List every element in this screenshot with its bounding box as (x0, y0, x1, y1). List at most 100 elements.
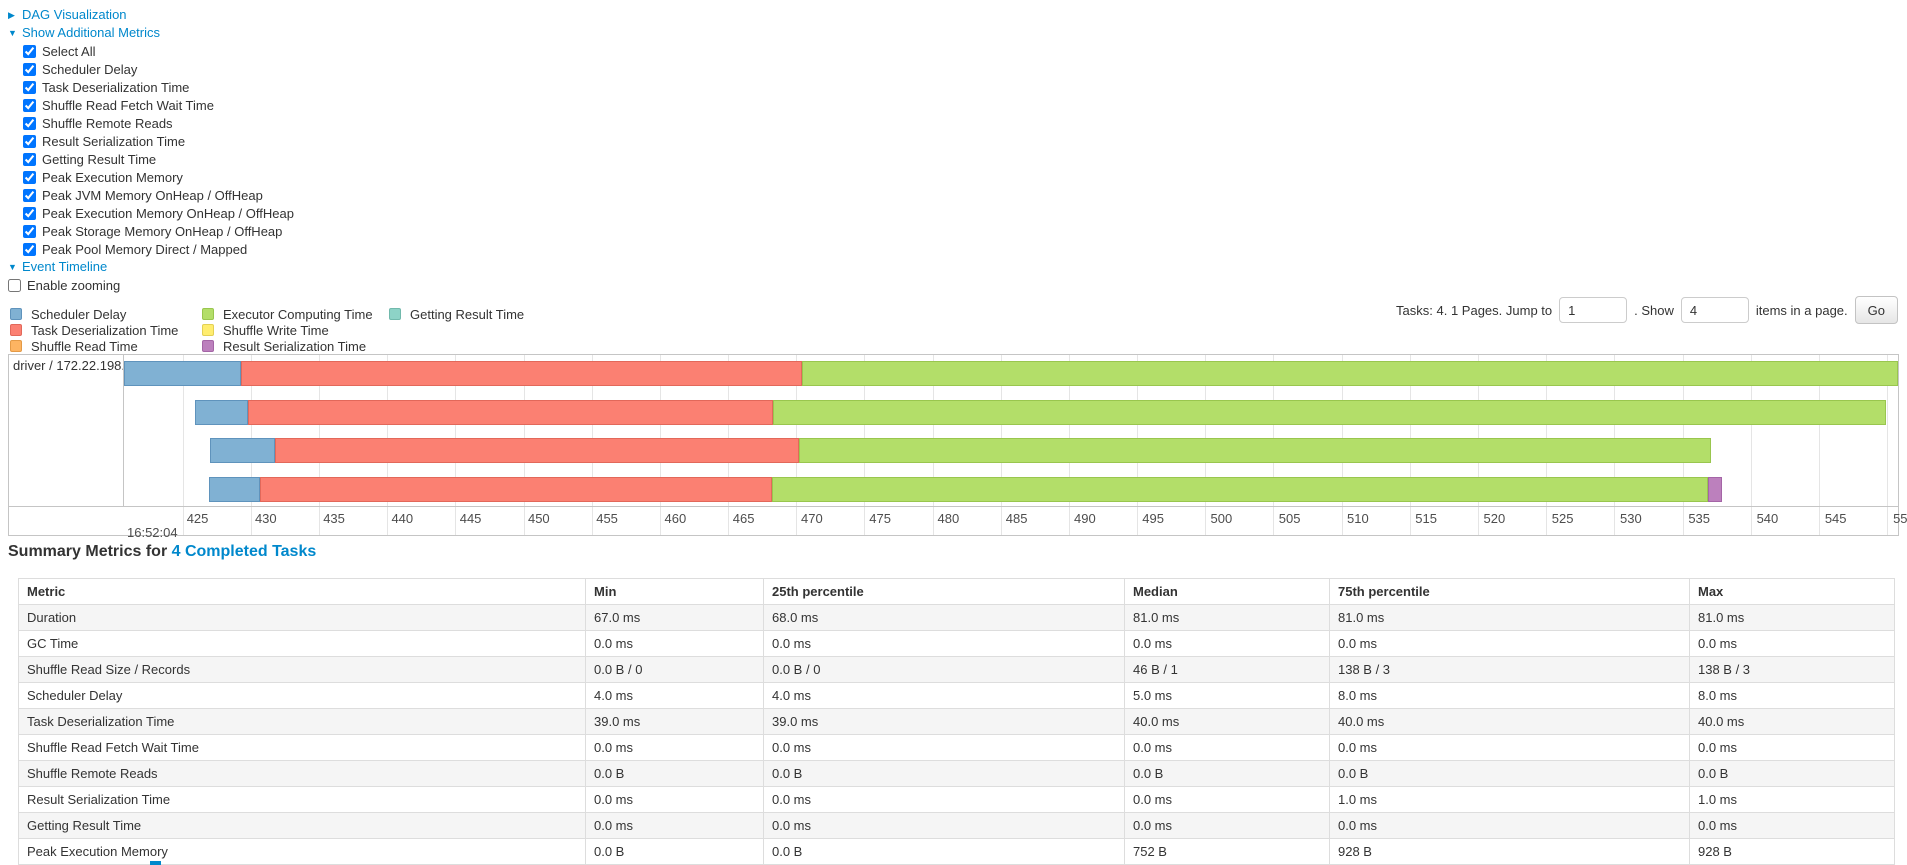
task-bar-segment-scheduler[interactable] (208, 477, 261, 503)
legend-item: Shuffle Read Time (10, 338, 202, 354)
summary-value-cell: 138 B / 3 (1329, 656, 1690, 683)
metric-checkbox-item[interactable]: Getting Result Time (23, 150, 294, 168)
task-bar-segment-deserialization[interactable] (260, 477, 772, 503)
task-bar-segment-scheduler[interactable] (209, 438, 276, 464)
summary-value-cell: 0.0 ms (585, 630, 764, 657)
metric-checkbox-item[interactable]: Result Serialization Time (23, 132, 294, 150)
summary-value-cell: 0.0 ms (1689, 630, 1895, 657)
timeline-gridline (1887, 355, 1889, 535)
task-bar-segment-serialization[interactable] (1708, 477, 1723, 503)
summary-value-cell: 0.0 ms (1329, 734, 1690, 761)
summary-table-row: Result Serialization Time 0.0 ms 0.0 ms 0.0… (18, 786, 1895, 813)
metric-checkbox-item[interactable]: Peak Execution Memory OnHeap / OffHeap (23, 204, 294, 222)
summary-title-prefix: Summary Metrics for (8, 543, 172, 560)
metric-checkbox[interactable] (23, 206, 36, 220)
go-button[interactable]: Go (1854, 296, 1898, 324)
legend-item: Result Serialization Time (202, 338, 389, 354)
summary-value-cell: 0.0 ms (1124, 630, 1330, 657)
summary-value-cell: 0.0 ms (585, 734, 764, 761)
metric-checkbox-item[interactable]: Select All (23, 42, 294, 60)
metric-checkbox[interactable] (23, 116, 36, 130)
metric-checkbox-label: Peak Pool Memory Direct / Mapped (42, 241, 248, 257)
metric-checkbox-label: Select All (42, 43, 96, 59)
timeline-tick-label: 450 (527, 511, 550, 526)
event-timeline-toggle[interactable]: ▼ Event Timeline (8, 258, 294, 276)
summary-metric-name-cell: GC Time (18, 630, 586, 657)
summary-value-cell: 0.0 B / 0 (585, 656, 764, 683)
task-bar-segment-scheduler[interactable] (194, 399, 249, 425)
metric-checkbox-item[interactable]: Peak Pool Memory Direct / Mapped (23, 240, 294, 258)
task-bar-segment-computing[interactable] (771, 477, 1709, 503)
summary-value-cell: 0.0 B (763, 760, 1125, 787)
task-bar-segment-computing[interactable] (798, 438, 1712, 464)
enable-zooming-checkbox[interactable] (8, 278, 21, 292)
metric-checkbox-label: Shuffle Read Fetch Wait Time (42, 97, 214, 113)
executor-label: driver / 172.22.198.104 (13, 358, 123, 373)
summary-table-row: Task Deserialization Time 39.0 ms 39.0 ms 4… (18, 708, 1895, 735)
completed-tasks-link[interactable]: 4 Completed Tasks (171, 543, 317, 560)
metric-checkbox-item[interactable]: Peak JVM Memory OnHeap / OffHeap (23, 186, 294, 204)
task-bar-segment-scheduler[interactable] (124, 361, 242, 386)
legend-label: Getting Result Time (410, 306, 525, 322)
summary-value-cell: 0.0 ms (1689, 734, 1895, 761)
metric-checkbox[interactable] (23, 62, 36, 76)
show-additional-metrics-toggle[interactable]: ▼ Show Additional Metrics (8, 24, 294, 42)
metric-checkbox-item[interactable]: Shuffle Remote Reads (23, 114, 294, 132)
metric-checkbox-item[interactable]: Task Deserialization Time (23, 78, 294, 96)
timeline-gridline (182, 355, 184, 535)
summary-metric-name-cell: Scheduler Delay (18, 682, 586, 709)
legend-swatch-shuffle_read (10, 340, 22, 352)
task-bar-segment-deserialization[interactable] (275, 438, 799, 464)
metric-checkbox[interactable] (23, 98, 36, 112)
metric-checkbox[interactable] (23, 242, 36, 256)
metric-checkbox-label: Getting Result Time (42, 151, 157, 167)
task-bar-segment-computing[interactable] (773, 399, 1886, 425)
clipped-next-section-fragment (150, 861, 161, 865)
summary-table-row: Shuffle Read Size / Records 0.0 B / 0 0.0 … (18, 656, 1895, 683)
metric-checkbox-item[interactable]: Shuffle Read Fetch Wait Time (23, 96, 294, 114)
metric-checkbox[interactable] (23, 134, 36, 148)
summary-value-cell: 0.0 B (585, 760, 764, 787)
metric-checkbox[interactable] (23, 44, 36, 58)
timeline-tick-label: 515 (1415, 511, 1437, 526)
timeline-axis-line (9, 506, 1898, 507)
summary-value-cell: 81.0 ms (1124, 604, 1330, 631)
show-additional-metrics-label: Show Additional Metrics (22, 25, 161, 40)
metric-checkbox[interactable] (23, 80, 36, 94)
items-per-page-input[interactable] (1680, 297, 1749, 323)
timeline-tick-label: 480 (937, 511, 960, 526)
metric-checkbox-item[interactable]: Peak Storage Memory OnHeap / OffHeap (23, 222, 294, 240)
legend-swatch-computing (202, 308, 214, 320)
summary-value-cell: 4.0 ms (763, 682, 1125, 709)
summary-column-header: Metric (18, 578, 586, 605)
enable-zooming-label: Enable zooming (27, 277, 121, 293)
legend-label: Scheduler Delay (31, 306, 127, 322)
timeline-tick-label: 440 (391, 511, 414, 526)
summary-value-cell: 0.0 B (1329, 760, 1690, 787)
metric-checkbox[interactable] (23, 224, 36, 238)
metric-checkbox[interactable] (23, 170, 36, 184)
summary-metric-name-cell: Getting Result Time (18, 812, 586, 839)
summary-table-header-row: Metric Min 25th percentile Median 75th perce… (18, 578, 1895, 605)
summary-value-cell: 0.0 ms (1329, 630, 1690, 657)
metric-checkbox[interactable] (23, 152, 36, 166)
summary-column-header: Min (585, 578, 764, 605)
task-bar-segment-computing[interactable] (801, 361, 1898, 386)
dag-visualization-toggle[interactable]: ▶ DAG Visualization (8, 6, 294, 24)
summary-table-row: Scheduler Delay 4.0 ms 4.0 ms 5.0 ms 8.0 ms 8… (18, 682, 1895, 709)
metric-checkbox-item[interactable]: Peak Execution Memory (23, 168, 294, 186)
task-bar-segment-deserialization[interactable] (248, 399, 774, 425)
enable-zooming-option[interactable]: Enable zooming (8, 276, 294, 294)
chevron-down-icon: ▼ (8, 262, 17, 272)
summary-value-cell: 0.0 B (1124, 760, 1330, 787)
jump-to-page-input[interactable] (1559, 297, 1628, 323)
summary-value-cell: 0.0 ms (763, 786, 1125, 813)
timeline-tick-label: 500 (1210, 511, 1233, 526)
timeline-tick-label: 430 (254, 511, 277, 526)
metric-checkbox-item[interactable]: Scheduler Delay (23, 60, 294, 78)
task-bar-segment-deserialization[interactable] (241, 361, 802, 386)
timeline-tick-label: 535 (1688, 511, 1711, 526)
timeline-tick-label: 455 (596, 511, 618, 526)
summary-value-cell: 40.0 ms (1689, 708, 1895, 735)
metric-checkbox[interactable] (23, 188, 36, 202)
